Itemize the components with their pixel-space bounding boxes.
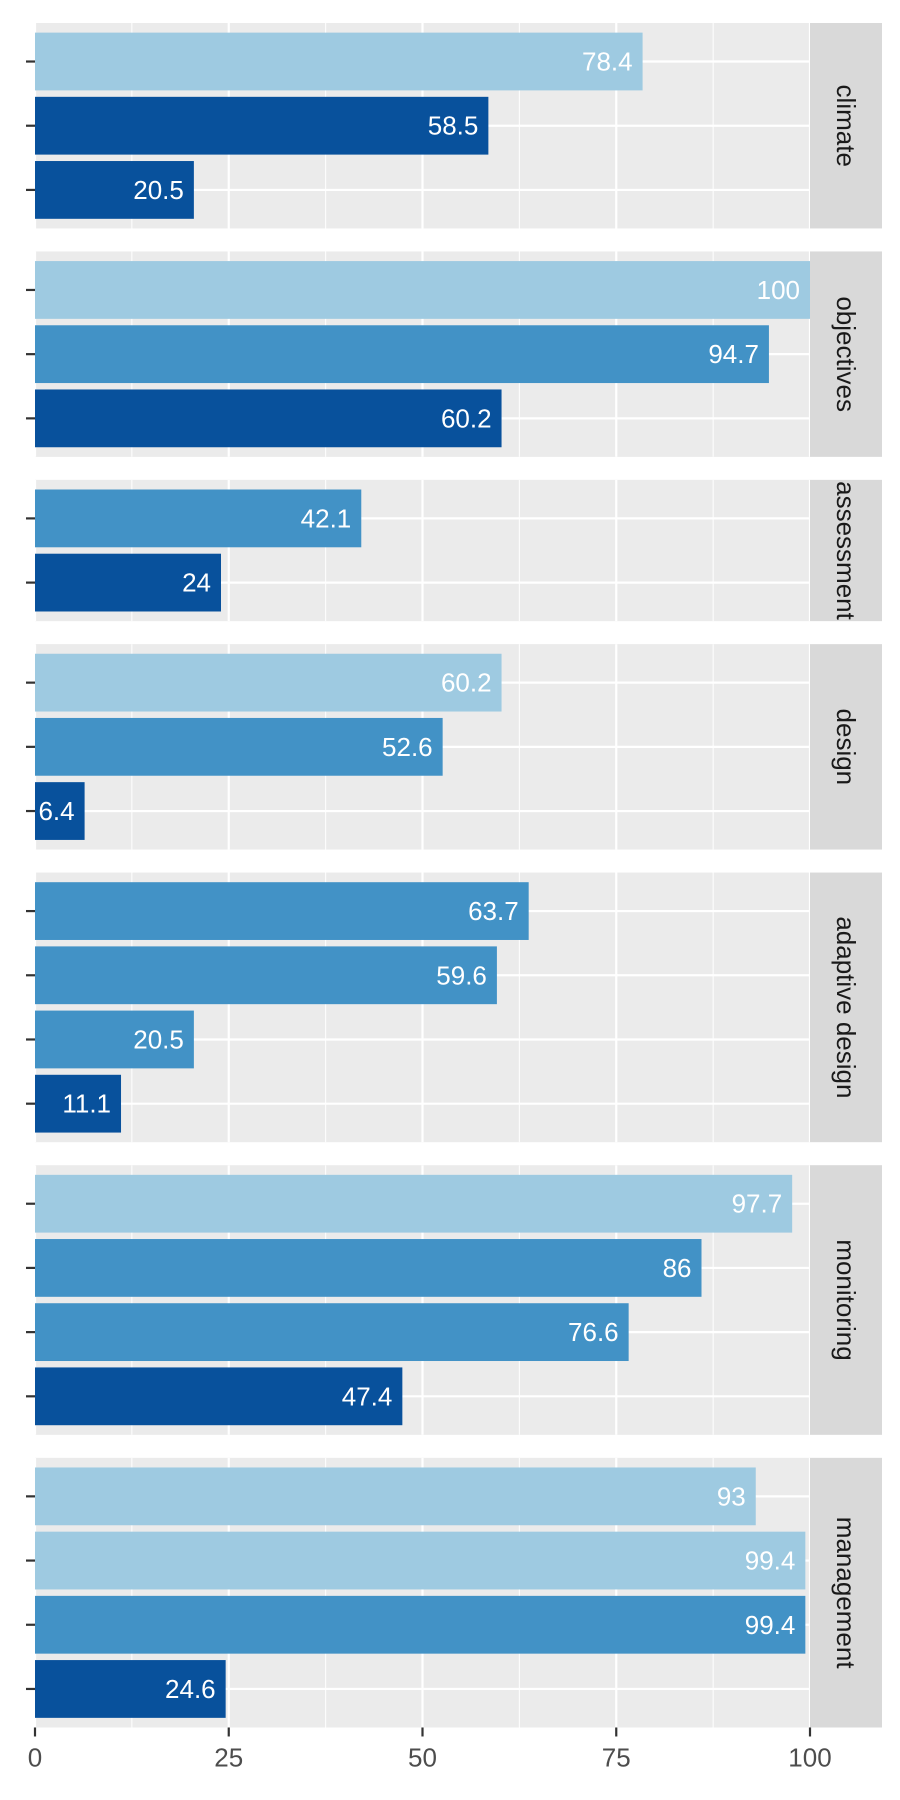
bar xyxy=(35,717,443,776)
value-label: 52.6 xyxy=(382,732,433,762)
value-label: 78.4 xyxy=(582,47,633,77)
facet-label: objectives xyxy=(831,296,861,412)
x-tick-label: 25 xyxy=(214,1742,243,1772)
value-label: 63.7 xyxy=(468,896,519,926)
value-label: 59.6 xyxy=(436,960,487,990)
value-label: 24.6 xyxy=(165,1674,216,1704)
facet: 93 99.4 99.4 24.6 management xyxy=(26,1457,882,1728)
facet-label: design xyxy=(831,709,861,786)
bar xyxy=(35,161,194,219)
strip: design xyxy=(831,709,861,786)
x-tick-label: 0 xyxy=(28,1742,42,1772)
strip: climate xyxy=(831,85,861,167)
bar xyxy=(35,653,502,712)
value-label: 86 xyxy=(663,1253,692,1283)
bar xyxy=(35,882,529,940)
facet: 60.2 52.6 6.4 design xyxy=(26,644,882,850)
facet: 100 94.7 60.2 objectives xyxy=(26,251,882,457)
facet-label: monitoring xyxy=(831,1239,861,1360)
value-label: 100 xyxy=(757,275,800,305)
facet-label: adaptive design xyxy=(831,916,861,1098)
strip-background xyxy=(810,479,882,622)
value-label: 6.4 xyxy=(38,796,74,826)
x-tick-label: 75 xyxy=(602,1742,631,1772)
strip: adaptive design xyxy=(831,916,861,1098)
facet-label: assessment xyxy=(831,481,861,620)
bar xyxy=(35,1660,226,1718)
panel: 97.7 86 76.6 47.4 xyxy=(35,1165,810,1435)
value-label: 47.4 xyxy=(342,1381,393,1411)
bar xyxy=(35,261,810,319)
bar xyxy=(35,32,643,91)
facet: 97.7 86 76.6 47.4 monitoring xyxy=(26,1165,882,1435)
value-label: 24 xyxy=(182,568,211,598)
facet-label: management xyxy=(831,1517,861,1670)
bar xyxy=(35,1367,403,1426)
bar xyxy=(35,553,221,612)
strip-background xyxy=(810,1457,882,1728)
panel: 100 94.7 60.2 xyxy=(35,251,810,457)
bar xyxy=(35,1531,806,1590)
value-label: 60.2 xyxy=(441,403,492,433)
value-label: 93 xyxy=(717,1481,746,1511)
facet: 78.4 58.5 20.5 climate xyxy=(26,23,882,229)
value-label: 20.5 xyxy=(133,175,184,205)
value-label: 11.1 xyxy=(62,1089,111,1119)
x-tick-label: 50 xyxy=(408,1742,437,1772)
bar xyxy=(35,1010,194,1069)
x-tick-label: 100 xyxy=(788,1742,831,1772)
bar xyxy=(35,946,497,1005)
value-label: 99.4 xyxy=(745,1610,796,1640)
bar xyxy=(35,1074,122,1133)
panel: 78.4 58.5 20.5 xyxy=(35,23,810,229)
strip: objectives xyxy=(831,296,861,412)
panel: 42.1 24 xyxy=(35,479,810,622)
bar xyxy=(35,1239,702,1297)
strip: management xyxy=(831,1517,861,1670)
value-label: 60.2 xyxy=(441,668,492,698)
bar xyxy=(35,489,362,548)
strip-background xyxy=(810,644,882,850)
value-label: 97.7 xyxy=(732,1189,783,1219)
strip-background xyxy=(810,1165,882,1435)
value-label: 76.6 xyxy=(568,1317,619,1347)
bar xyxy=(35,1174,793,1233)
bar xyxy=(35,1303,629,1362)
facet-label: climate xyxy=(831,85,861,167)
value-label: 20.5 xyxy=(133,1024,184,1054)
bar xyxy=(35,782,85,840)
strip: monitoring xyxy=(831,1239,861,1360)
strip-background xyxy=(810,23,882,229)
strip-background xyxy=(810,251,882,457)
panel: 63.7 59.6 20.5 11.1 xyxy=(35,872,810,1143)
bar xyxy=(35,1595,806,1654)
strip-background xyxy=(810,872,882,1143)
value-label: 99.4 xyxy=(745,1546,796,1576)
value-label: 94.7 xyxy=(708,339,759,369)
value-label: 58.5 xyxy=(428,111,479,141)
bar xyxy=(35,1467,756,1526)
panel: 93 99.4 99.4 24.6 xyxy=(35,1457,810,1728)
bar xyxy=(35,325,769,384)
bar xyxy=(35,96,489,155)
strip: assessment xyxy=(831,481,861,620)
facet: 63.7 59.6 20.5 11.1 adaptive design xyxy=(26,872,882,1143)
panel: 60.2 52.6 6.4 xyxy=(35,644,810,850)
value-label: 42.1 xyxy=(301,503,352,533)
bar xyxy=(35,389,502,448)
facet: 42.1 24 assessment xyxy=(26,479,882,622)
